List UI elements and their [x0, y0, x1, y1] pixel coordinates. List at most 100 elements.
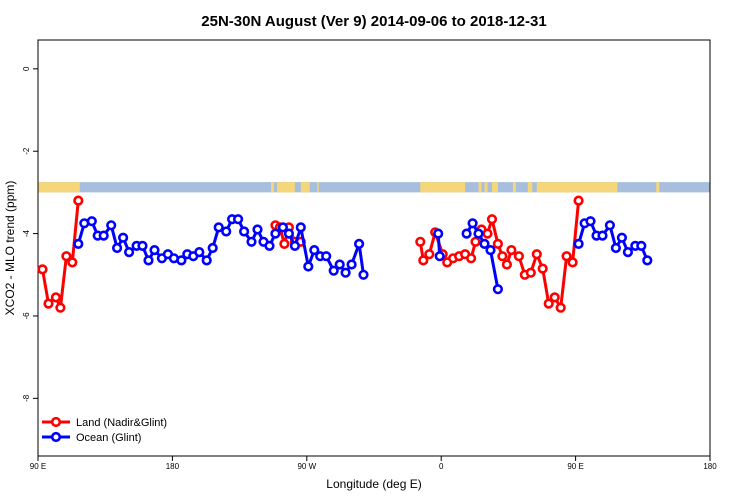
x-tick-label: 90 W	[297, 462, 316, 471]
data-point	[470, 236, 481, 247]
data-point	[636, 240, 647, 251]
data-point	[73, 195, 84, 206]
y-axis-label: XCO2 - MLO trend (ppm)	[3, 181, 17, 316]
data-point	[555, 302, 566, 313]
data-point	[201, 255, 212, 266]
data-point	[346, 259, 357, 270]
data-point	[506, 245, 517, 256]
data-point	[43, 298, 54, 309]
data-point	[334, 259, 345, 270]
data-point	[434, 251, 445, 262]
data-point	[573, 195, 584, 206]
data-point	[561, 251, 572, 262]
data-point	[479, 238, 490, 249]
landmask-land-segment	[276, 182, 295, 193]
data-point	[239, 226, 250, 237]
data-point	[73, 238, 84, 249]
data-point	[433, 228, 444, 239]
data-point	[340, 267, 351, 278]
data-point	[67, 257, 78, 268]
data-point	[585, 216, 596, 227]
data-point	[622, 247, 634, 258]
data-point	[61, 251, 72, 262]
data-point	[525, 267, 536, 278]
data-point	[50, 292, 62, 303]
data-point	[233, 214, 244, 225]
data-point	[501, 259, 513, 270]
landmask-land-segment	[491, 182, 498, 193]
data-point	[207, 242, 218, 254]
data-point	[473, 228, 484, 239]
data-point	[124, 247, 135, 258]
x-tick-label: 180	[703, 462, 717, 471]
data-point	[149, 245, 160, 256]
data-point	[358, 269, 369, 280]
x-tick-label: 0	[439, 462, 444, 471]
data-point	[543, 298, 554, 309]
data-point	[106, 220, 117, 231]
data-point	[492, 238, 504, 249]
data-point	[485, 245, 496, 256]
legend-ocean-swatch-marker	[50, 431, 62, 443]
y-tick-label: 0	[22, 66, 31, 71]
series-land	[37, 195, 584, 313]
x-tick-label: 180	[166, 462, 180, 471]
y-tick-label: -2	[22, 147, 31, 155]
data-point	[531, 249, 542, 260]
data-point	[492, 284, 504, 295]
data-point	[55, 302, 66, 313]
data-point	[111, 242, 123, 254]
y-tick-label: -6	[22, 312, 31, 320]
data-point	[418, 255, 429, 266]
data-point	[616, 232, 628, 243]
data-point	[513, 251, 525, 262]
data-point	[467, 218, 478, 229]
data-point	[117, 232, 129, 243]
legend-land-swatch-marker	[50, 416, 62, 428]
data-point	[604, 220, 616, 231]
data-point	[461, 228, 472, 239]
data-point	[252, 224, 263, 235]
data-point	[137, 240, 148, 251]
y-tick-label: -8	[22, 394, 31, 402]
x-tick-label: 90 E	[567, 462, 583, 471]
data-point	[221, 226, 232, 237]
data-point	[246, 236, 257, 247]
data-point	[549, 292, 560, 303]
data-point	[37, 264, 48, 275]
data-point	[264, 240, 275, 251]
landmask-land-segment	[484, 182, 488, 193]
data-point	[283, 228, 295, 239]
landmask-land-segment	[38, 182, 80, 193]
landmask-land-segment	[536, 182, 618, 193]
data-point	[176, 255, 187, 266]
data-point	[303, 261, 314, 272]
data-point	[328, 265, 339, 276]
data-point	[424, 249, 435, 260]
data-point	[277, 222, 289, 233]
legend-land-label: Land (Nadir&Glint)	[76, 417, 167, 429]
landmask-ocean-band	[38, 182, 710, 193]
chart-title: 25N-30N August (Ver 9) 2014-09-06 to 201…	[201, 13, 546, 30]
legend: Land (Nadir&Glint) Ocean (Glint)	[42, 416, 167, 444]
data-point	[143, 255, 154, 266]
data-point	[270, 228, 281, 239]
data-point	[642, 255, 653, 266]
landmask-land-segment	[527, 182, 533, 193]
data-point	[354, 238, 365, 249]
data-point	[98, 230, 109, 241]
landmask-land-segment	[512, 182, 516, 193]
data-point	[194, 247, 205, 258]
data-point	[279, 238, 290, 249]
x-tick-label: 90 E	[30, 462, 46, 471]
data-point	[482, 228, 493, 239]
landmask-land-segment	[656, 182, 660, 193]
y-tick-label: -4	[22, 229, 31, 237]
x-axis: 90 E 180 90 W 0 90 E 180	[30, 456, 717, 471]
data-point	[415, 236, 426, 247]
data-point	[537, 263, 548, 274]
landmask-land-segment	[317, 182, 319, 193]
data-point	[610, 242, 622, 254]
